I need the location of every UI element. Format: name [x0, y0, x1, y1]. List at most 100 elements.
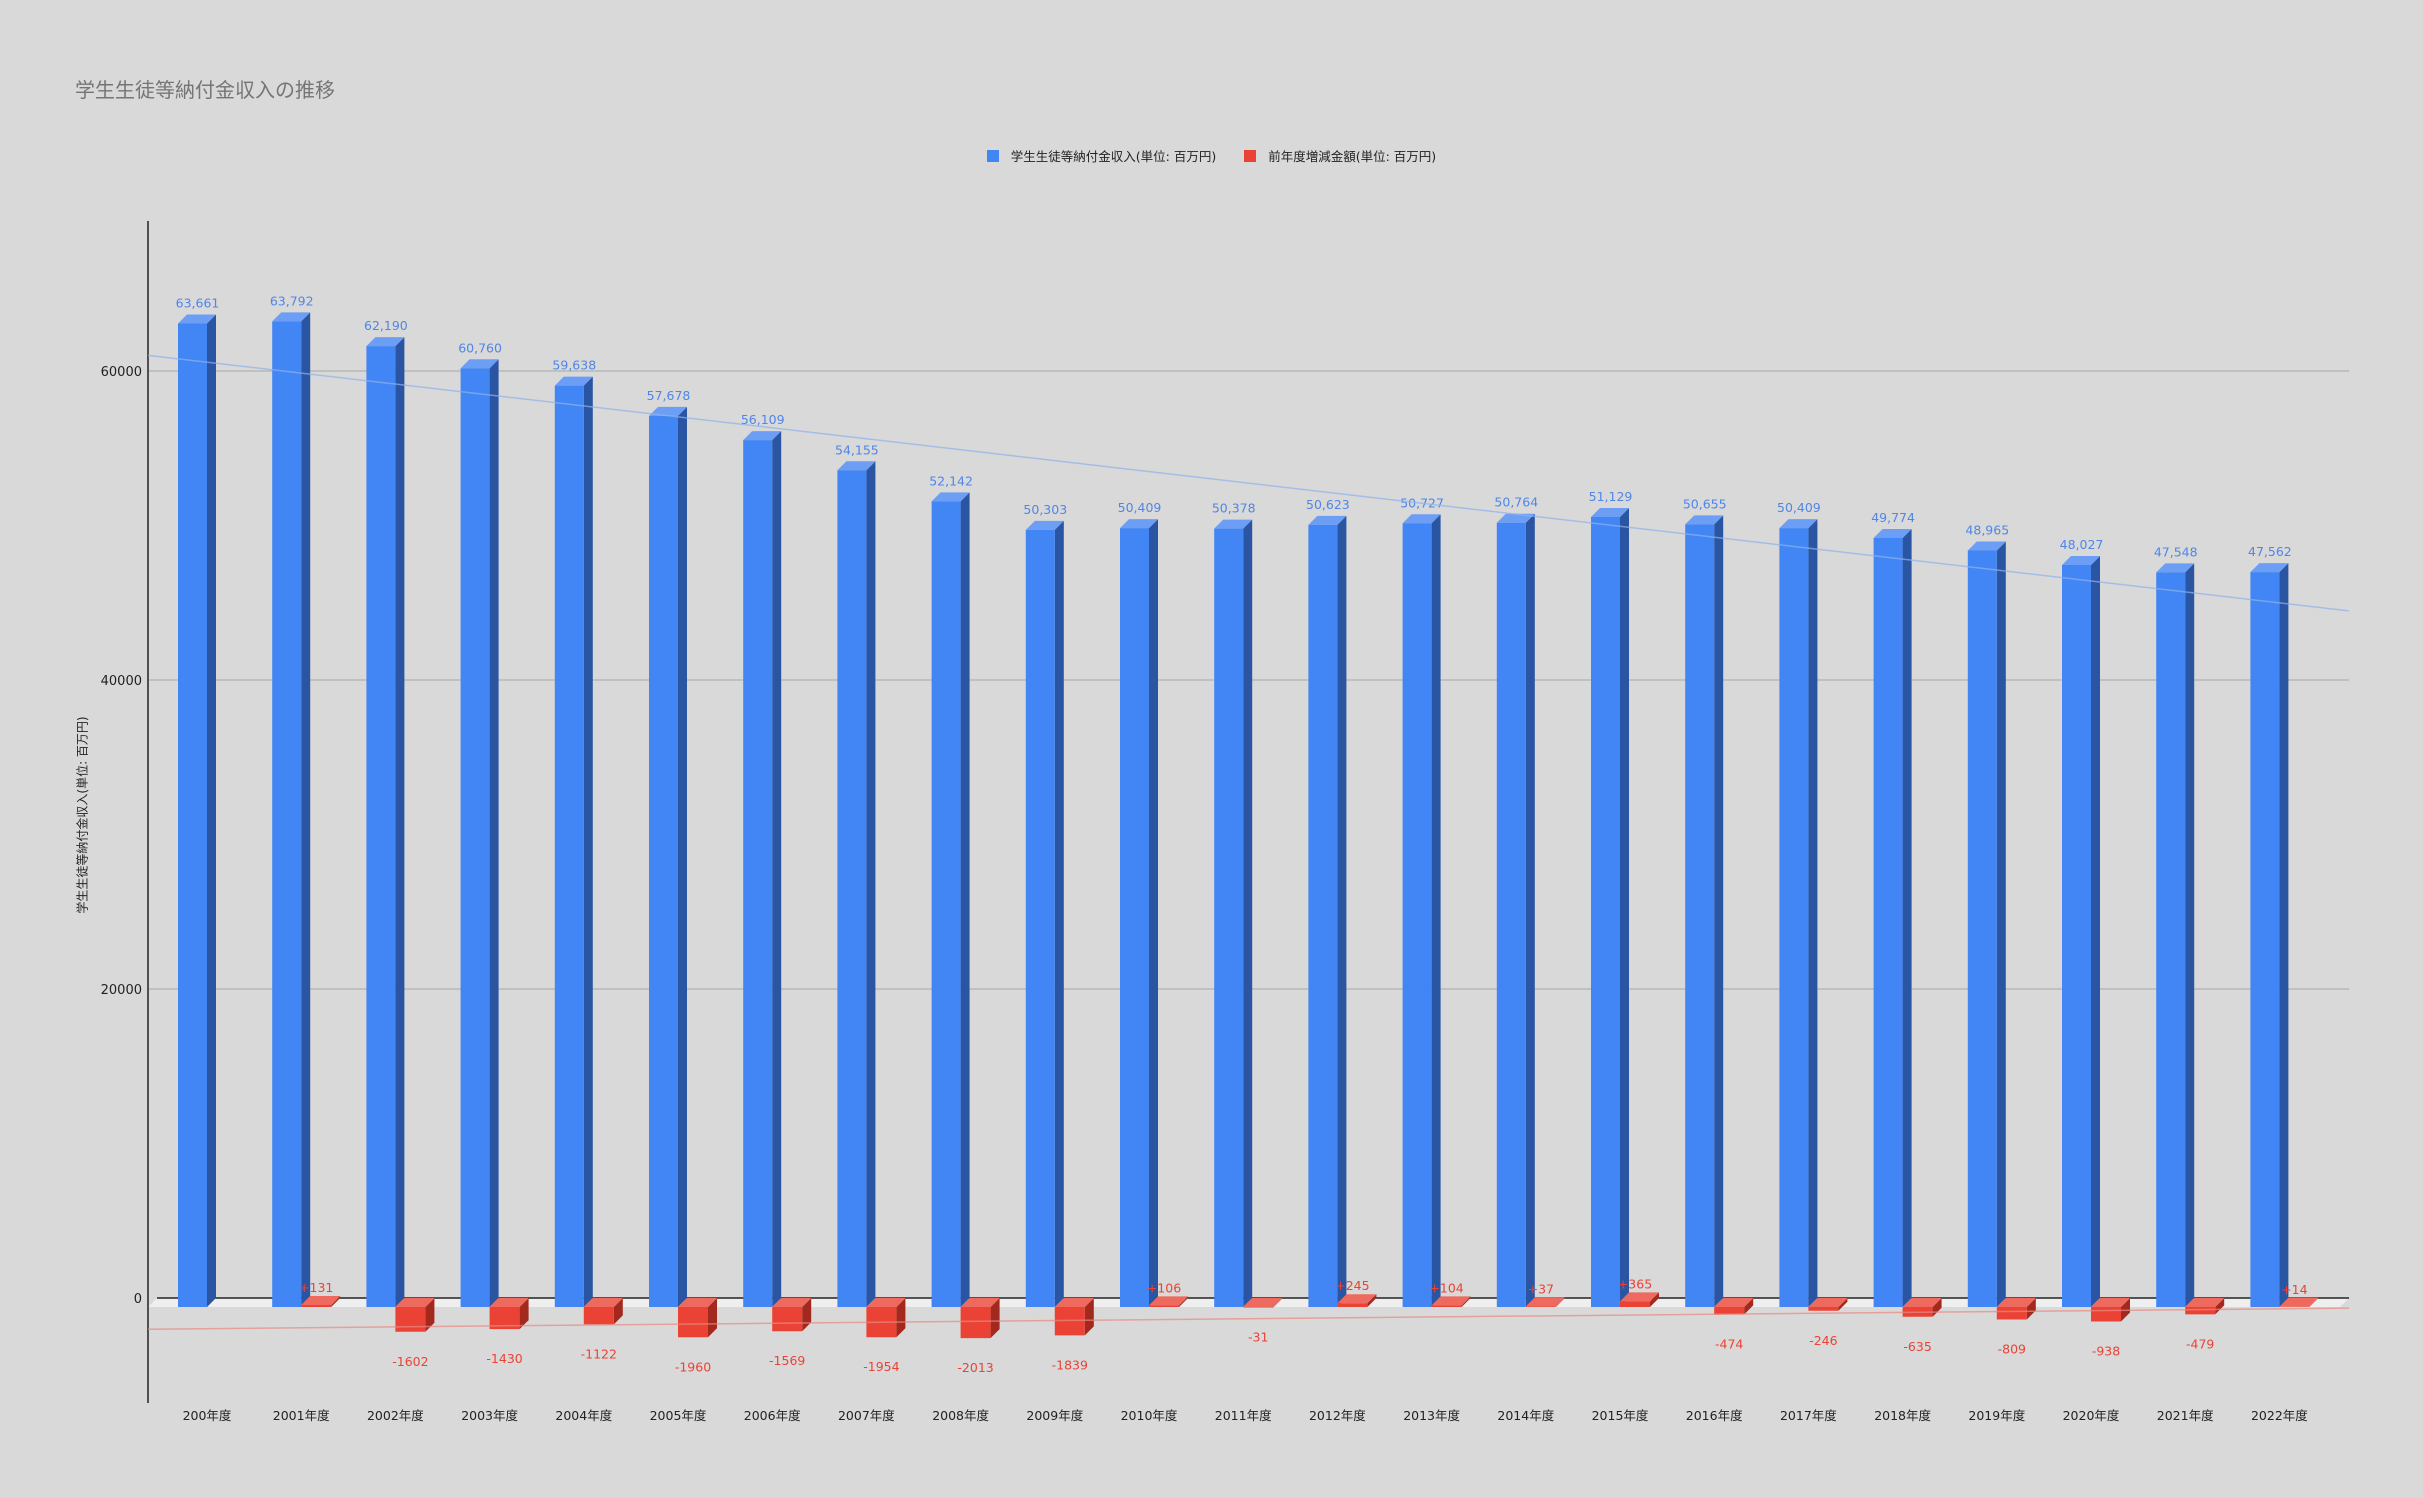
bar-top — [2250, 563, 2289, 573]
bar-front — [460, 368, 490, 1307]
bar-side — [489, 359, 499, 1307]
bar-change[interactable] — [583, 1298, 623, 1325]
bar-income[interactable] — [2156, 563, 2195, 1307]
bar-top — [2185, 1298, 2225, 1307]
bar-change[interactable] — [772, 1298, 812, 1332]
data-label-change: +365 — [1618, 1276, 1652, 1291]
bar-income[interactable] — [554, 376, 593, 1307]
trendline-change — [147, 1307, 2350, 1330]
bar-side — [772, 431, 782, 1307]
bar-income[interactable] — [1025, 520, 1064, 1307]
bar-change[interactable] — [1054, 1298, 1094, 1336]
bar-top — [2156, 563, 2195, 573]
bar-income[interactable] — [272, 312, 311, 1308]
legend-item-income[interactable]: 学生生徒等納付金収入(単位: 百万円) — [986, 146, 1216, 165]
bar-change[interactable] — [1337, 1294, 1377, 1307]
bar-side — [1714, 515, 1724, 1307]
data-label-change: -479 — [2186, 1336, 2214, 1351]
bar-income[interactable] — [743, 431, 782, 1307]
bar-income[interactable] — [1685, 515, 1724, 1307]
bar-front — [395, 1307, 426, 1332]
bar-income[interactable] — [1214, 519, 1253, 1307]
bar-side — [2091, 555, 2100, 1307]
bar-change[interactable] — [1525, 1297, 1565, 1307]
bar-income[interactable] — [1779, 519, 1818, 1307]
bar-change[interactable] — [301, 1295, 341, 1307]
bar-change[interactable] — [489, 1298, 529, 1330]
x-tick-label: 2004年度 — [555, 1408, 612, 1423]
bar-income[interactable] — [460, 359, 499, 1307]
bar-side — [1367, 1294, 1377, 1307]
y-tick-label: 60000 — [101, 365, 142, 380]
data-label-income: 54,155 — [835, 442, 879, 457]
bar-top — [1054, 1298, 1094, 1307]
bar-top — [1525, 1297, 1565, 1307]
bar-top — [1620, 1292, 1659, 1302]
bar-top — [772, 1298, 812, 1307]
bar-change[interactable] — [1996, 1298, 2036, 1320]
bar-side — [1337, 515, 1347, 1307]
bar-income[interactable] — [649, 406, 687, 1308]
bar-change[interactable] — [1431, 1296, 1471, 1307]
data-label-income: 59,638 — [552, 358, 596, 373]
bar-front — [1337, 1303, 1368, 1307]
bar-income[interactable] — [1308, 515, 1347, 1307]
bar-top — [1808, 1298, 1848, 1307]
bar-income[interactable] — [1967, 541, 2006, 1307]
data-label-income: 56,109 — [741, 412, 785, 427]
bar-top — [460, 359, 499, 369]
data-label-change: +37 — [1528, 1281, 1554, 1296]
bar-front — [1054, 1307, 1085, 1336]
bar-top — [1779, 519, 1818, 529]
data-label-income: 50,409 — [1118, 500, 1162, 515]
x-tick-label: 2007年度 — [838, 1408, 895, 1423]
bar-change[interactable] — [1243, 1298, 1283, 1308]
bar-income[interactable] — [1591, 508, 1629, 1307]
data-label-change: -938 — [2092, 1343, 2120, 1358]
bar-front — [1025, 529, 1055, 1307]
bar-income[interactable] — [1120, 519, 1158, 1307]
bar-income[interactable] — [178, 314, 216, 1307]
bar-change[interactable] — [1808, 1298, 1848, 1311]
bar-change[interactable] — [866, 1298, 906, 1338]
data-label-change: -809 — [1998, 1341, 2026, 1356]
x-tick-label: 2022年度 — [2251, 1408, 2308, 1423]
bar-change[interactable] — [1149, 1296, 1188, 1307]
bar-change[interactable] — [2279, 1297, 2319, 1307]
bar-top — [649, 406, 687, 416]
bar-income[interactable] — [1402, 514, 1441, 1307]
bar-side — [2309, 1297, 2319, 1307]
bar-top — [395, 1298, 435, 1307]
bar-change[interactable] — [1714, 1298, 1754, 1315]
bar-top — [931, 492, 970, 502]
x-tick-label: 2008年度 — [932, 1408, 989, 1423]
bar-income[interactable] — [1496, 513, 1535, 1307]
data-label-income: 48,027 — [2060, 537, 2104, 552]
bar-change[interactable] — [2185, 1298, 2225, 1315]
bar-income[interactable] — [2062, 555, 2100, 1307]
legend-item-change[interactable]: 前年度増減金額(単位: 百万円) — [1244, 146, 1436, 165]
bar-top — [1243, 1298, 1283, 1307]
bar-side — [2026, 1298, 2036, 1320]
x-tick-label: 200年度 — [183, 1408, 232, 1423]
bar-income[interactable] — [2250, 563, 2289, 1307]
bar-income[interactable] — [366, 337, 405, 1307]
bar-front — [554, 385, 584, 1307]
data-label-change: -1122 — [581, 1346, 617, 1361]
bar-front — [2062, 564, 2091, 1307]
bar-income[interactable] — [931, 492, 970, 1307]
bar-side — [1902, 528, 1912, 1307]
bar-change[interactable] — [678, 1298, 717, 1338]
legend: 学生生徒等納付金収入(単位: 百万円) 前年度増減金額(単位: 百万円) — [0, 146, 2423, 165]
bar-change[interactable] — [395, 1298, 435, 1332]
bar-income[interactable] — [1873, 528, 1912, 1307]
bar-side — [613, 1298, 623, 1325]
x-tick-label: 2003年度 — [461, 1408, 518, 1423]
bar-top — [1402, 514, 1441, 524]
bar-income[interactable] — [837, 461, 876, 1307]
bar-change[interactable] — [960, 1298, 1000, 1339]
bar-change[interactable] — [1620, 1292, 1659, 1307]
bar-top — [1996, 1298, 2036, 1307]
bar-top — [678, 1298, 717, 1307]
bar-top — [178, 314, 216, 324]
